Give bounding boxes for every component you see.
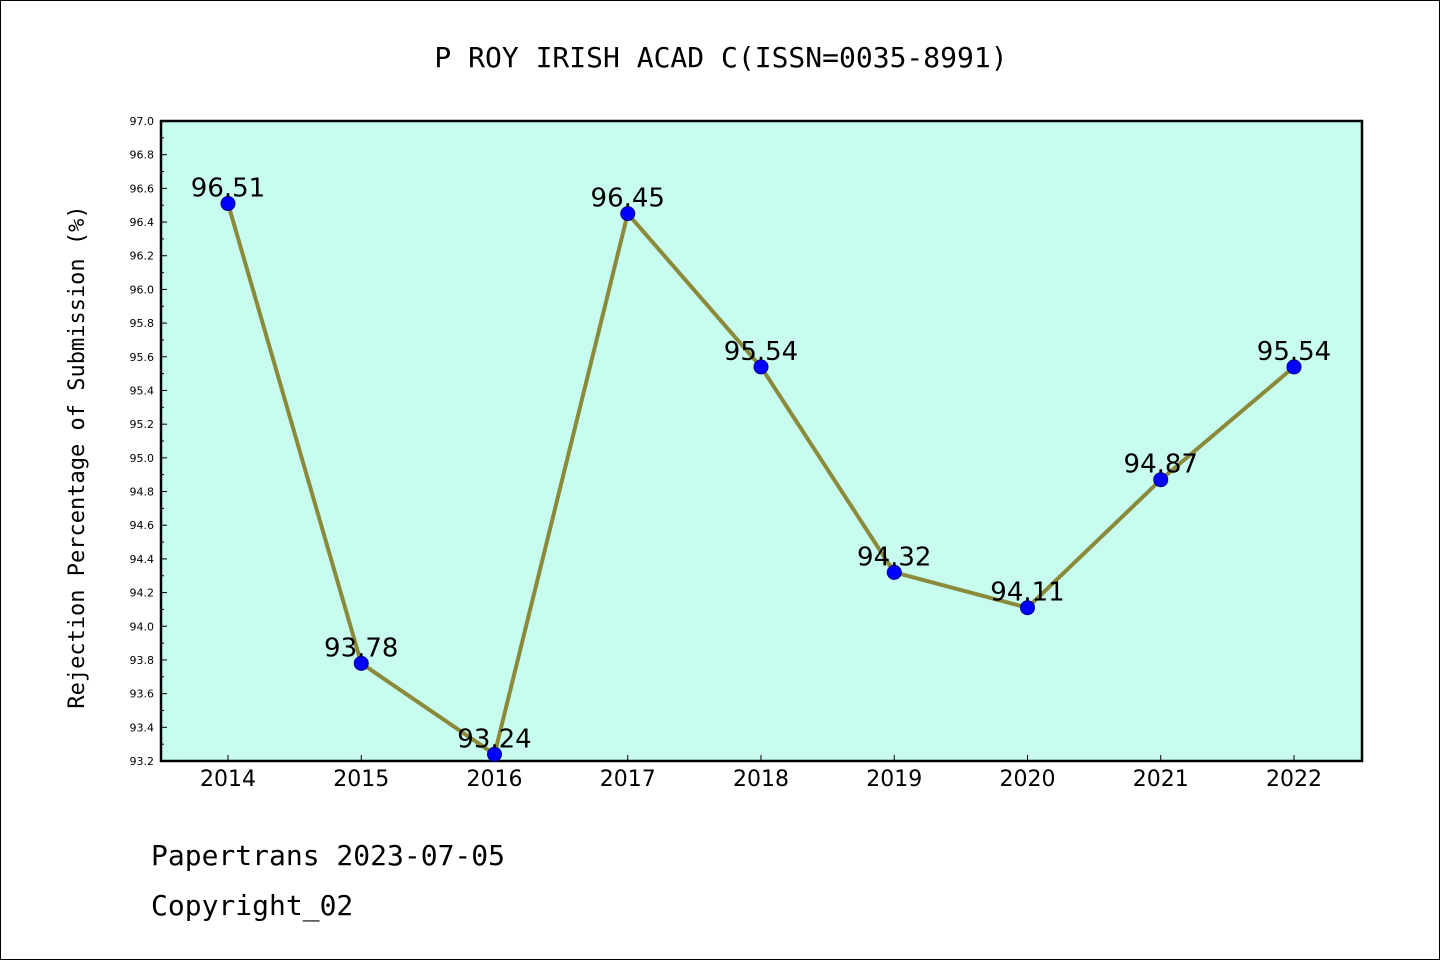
x-tick-label: 2021 — [1133, 767, 1189, 792]
data-label: 95.54 — [1257, 337, 1331, 367]
x-tick-label: 2014 — [200, 767, 256, 792]
x-tick-label: 2016 — [467, 767, 523, 792]
y-tick-label: 94.0 — [130, 620, 155, 633]
y-axis-label: Rejection Percentage of Submission (%) — [65, 205, 90, 708]
y-tick-label: 96.6 — [130, 182, 155, 195]
y-tick-label: 96.8 — [130, 149, 155, 162]
x-axis-ticks: 2014 2015 2016 2017 2018 2019 2020 2021 2022 — [200, 755, 1322, 792]
y-tick-label: 93.8 — [130, 654, 155, 667]
y-tick-label: 94.8 — [130, 486, 155, 499]
plot-area — [159, 119, 1364, 763]
data-label: 93.78 — [324, 633, 398, 663]
x-tick-label: 2022 — [1266, 767, 1322, 792]
footer-source: Papertrans 2023-07-05 — [151, 839, 505, 872]
y-tick-label: 96.0 — [130, 283, 155, 296]
y-tick-label: 93.6 — [130, 688, 155, 701]
data-point — [1286, 359, 1302, 375]
data-label: 96.51 — [191, 174, 265, 204]
data-point — [753, 359, 769, 375]
y-tick-label: 95.2 — [130, 418, 155, 431]
series-markers — [220, 196, 1302, 762]
y-tick-label: 95.0 — [130, 452, 155, 465]
y-tick-label: 95.6 — [130, 351, 155, 364]
y-tick-label: 93.2 — [130, 755, 155, 768]
x-tick-label: 2018 — [733, 767, 789, 792]
data-label: 94.32 — [857, 542, 931, 572]
y-tick-label: 95.8 — [130, 317, 155, 330]
data-label: 96.45 — [591, 184, 665, 214]
y-tick-label: 97.0 — [130, 115, 155, 128]
data-point — [1020, 600, 1035, 616]
y-tick-label: 94.6 — [130, 519, 155, 532]
x-tick-label: 2015 — [333, 767, 389, 792]
data-point — [1153, 472, 1169, 488]
y-tick-label: 96.4 — [130, 216, 155, 229]
x-tick-label: 2019 — [866, 767, 922, 792]
y-tick-label: 94.4 — [130, 553, 155, 566]
y-tick-label: 95.4 — [130, 384, 155, 397]
data-point — [886, 564, 902, 580]
y-tick-label: 96.2 — [130, 250, 155, 263]
data-label: 94.11 — [990, 578, 1064, 608]
x-tick-label: 2017 — [600, 767, 656, 792]
data-label: 95.54 — [724, 337, 798, 367]
data-point — [353, 655, 369, 671]
y-axis-ticks: 93.2 93.4 93.6 93.8 94.0 94.2 94.4 94.6 94.8 95.0… — [130, 115, 167, 768]
data-point — [487, 746, 502, 762]
data-labels: 96.51 93.78 93.24 96.45 95.54 94.32 94.11 94.87… — [191, 174, 1331, 755]
data-point — [620, 206, 636, 222]
data-label: 93.24 — [457, 724, 531, 754]
footer-copyright: Copyright_02 — [151, 889, 353, 923]
y-tick-label: 93.4 — [130, 721, 155, 734]
data-label: 94.87 — [1124, 450, 1198, 480]
x-tick-label: 2020 — [1000, 767, 1056, 792]
data-point — [220, 196, 236, 212]
y-tick-label: 94.2 — [130, 587, 155, 600]
chart-title: P ROY IRISH ACAD C(ISSN=0035-8991) — [434, 41, 1007, 74]
